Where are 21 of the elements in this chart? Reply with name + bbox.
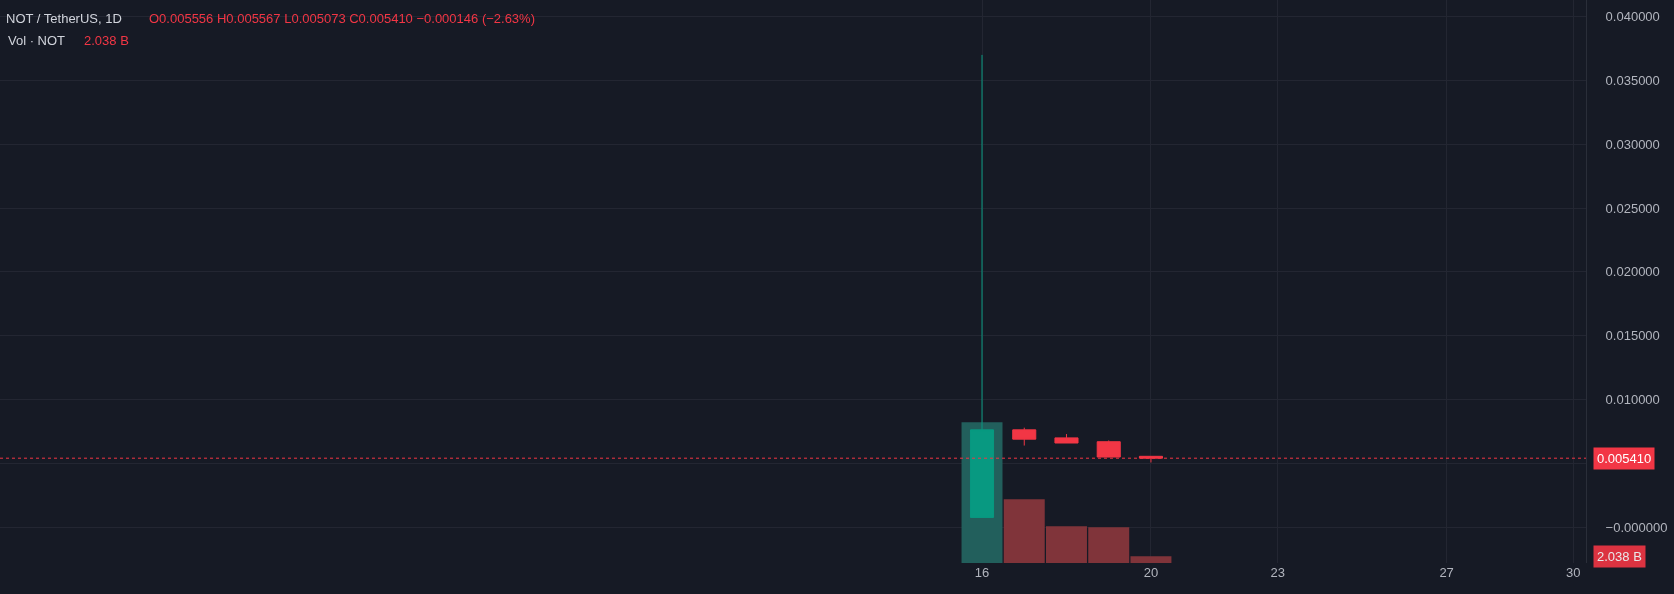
candlestick <box>1012 427 1037 447</box>
y-tick-label: 0.030000 <box>1605 136 1660 152</box>
text: 2.038 B <box>1597 549 1642 564</box>
x-tick-label: 20 <box>1143 565 1159 580</box>
annotation: 2.038 B <box>84 33 129 48</box>
y-tick-label: 0.040000 <box>1605 9 1660 25</box>
annotation: O0.005556 H0.005567 L0.005073 C0.005410 −0.000146 (−2.63%) <box>149 11 535 26</box>
y-tick-label: −0.000000 <box>1605 519 1668 535</box>
text: NOT / TetherUS, 1D <box>6 10 122 26</box>
x-tick-label: 30 <box>1566 565 1581 580</box>
x-tick-label: 23 <box>1270 565 1285 580</box>
y-tick-label: 0.020000 <box>1605 264 1660 280</box>
ref-line-label: 0.005410 <box>1597 451 1652 466</box>
y-tick-label: 0.015000 <box>1605 328 1660 344</box>
x-tick-label: 16 <box>974 565 990 580</box>
candlestick <box>1054 433 1079 444</box>
y-tick-label: 0.010000 <box>1605 392 1660 408</box>
y-tick-label: 0.035000 <box>1605 72 1660 88</box>
annotation: Vol · NOT <box>8 33 66 48</box>
y-tick-label: 0.025000 <box>1605 200 1660 216</box>
x-tick-label: 27 <box>1439 565 1454 580</box>
